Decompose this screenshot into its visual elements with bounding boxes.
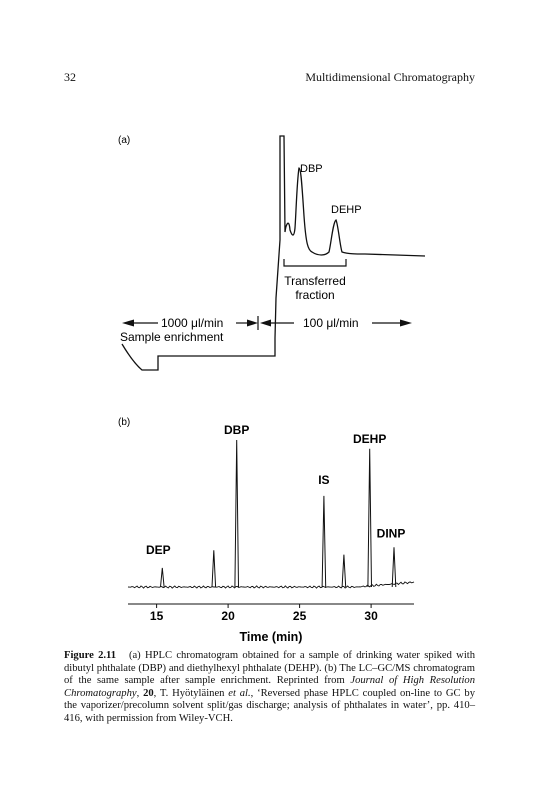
figure-caption: Figure 2.11 (a) HPLC chromatogram obtain… — [64, 650, 476, 724]
panel-b: (b) 15 20 25 30 DEP DBP IS DEHP DINP Time (min) — [118, 417, 415, 644]
panel-b-ticks: 15 20 25 30 — [150, 604, 378, 623]
figure-2-11: (a) DBP DEHP Transferred fraction 1000 μ… — [118, 135, 426, 644]
transferred-label-1: Transferred — [284, 274, 346, 288]
sample-enrichment-label: Sample enrichment — [120, 330, 224, 344]
transferred-label-2: fraction — [295, 288, 334, 302]
caption-label: Figure 2.11 — [64, 650, 117, 661]
caption-text-1: (a) HPLC chromatogram obtained for a sam… — [64, 650, 475, 687]
flow-right-label: 100 μl/min — [303, 316, 359, 330]
panel-a-label: (a) — [118, 135, 130, 146]
peak-mark-5 — [367, 448, 372, 588]
peak-label-dehp-b: DEHP — [353, 432, 386, 446]
flow-left-label: 1000 μl/min — [161, 316, 223, 330]
peak-label-dbp-b: DBP — [224, 423, 249, 437]
x-tick-label-30: 30 — [364, 609, 378, 623]
x-tick-label-25: 25 — [293, 609, 307, 623]
caption-journal: Journal of High Resolution Chromatograph… — [64, 675, 475, 699]
peak-mark-2 — [234, 439, 239, 588]
panel-a-trace — [121, 135, 426, 371]
x-tick-label-20: 20 — [221, 609, 235, 623]
peak-label-dinp-b: DINP — [377, 526, 406, 540]
peak-label-dbp-a: DBP — [300, 163, 323, 175]
running-title: Multidimensional Chromatography — [305, 70, 475, 84]
flow-arrows — [122, 316, 412, 330]
panel-b-x-label: Time (min) — [240, 630, 303, 644]
panel-b-trace — [127, 581, 415, 589]
peak-mark-6 — [391, 547, 397, 588]
page-number: 32 — [64, 70, 76, 84]
transferred-bracket — [283, 259, 347, 267]
caption-authors: , T. Hyötyläinen — [153, 687, 229, 699]
peak-mark-1 — [211, 550, 217, 588]
panel-b-peak-labels: DEP DBP IS DEHP DINP — [146, 423, 405, 557]
peak-mark-4 — [341, 554, 347, 588]
caption-etal: et al. — [228, 687, 251, 699]
peak-label-dehp-a: DEHP — [331, 204, 362, 216]
caption-text-2: , ‘Reversed phase HPLC coupled on-line t… — [64, 687, 476, 724]
peak-mark-3 — [321, 495, 327, 588]
peak-label-is-b: IS — [318, 473, 329, 487]
caption-volume: 20 — [143, 687, 154, 699]
panel-b-label: (b) — [118, 417, 130, 428]
running-head: 32 Multidimensional Chromatography — [64, 70, 475, 86]
peak-label-dep-b: DEP — [146, 543, 171, 557]
peak-mark-0 — [160, 567, 165, 588]
panel-a: (a) DBP DEHP Transferred fraction 1000 μ… — [118, 135, 426, 371]
x-tick-label-15: 15 — [150, 609, 164, 623]
